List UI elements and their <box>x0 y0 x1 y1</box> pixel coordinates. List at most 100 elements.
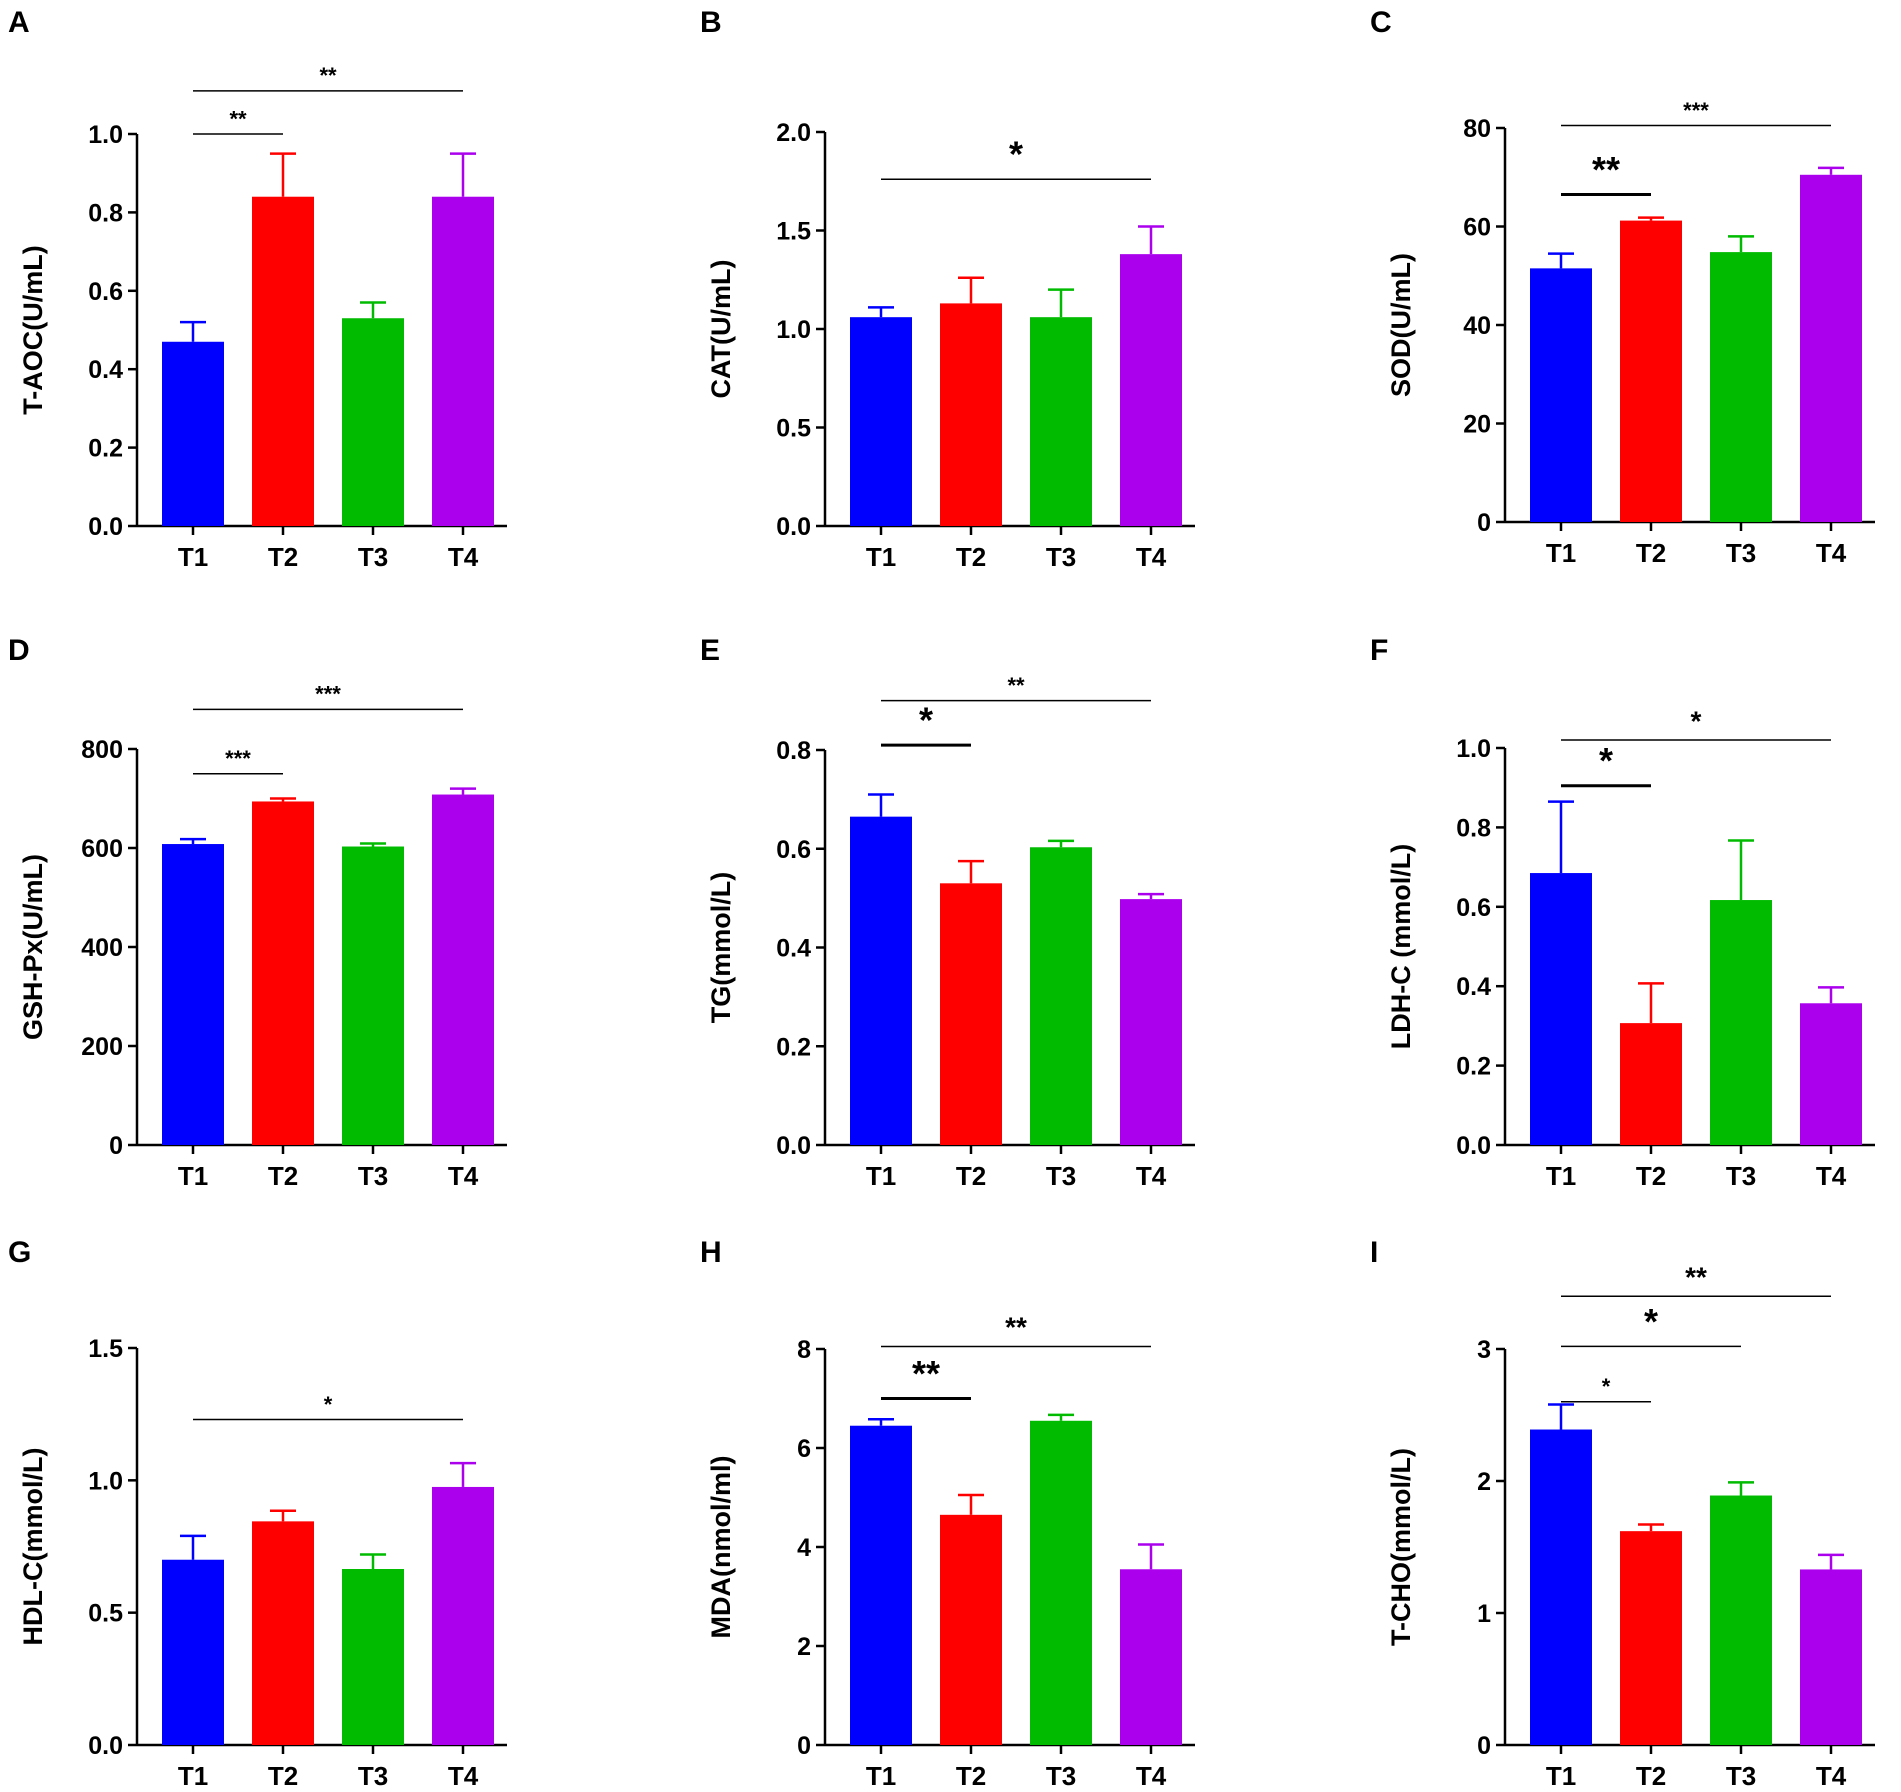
panel-g: G 0.0 0.5 1.0 1.5 HDL-C(mmol/L) T1 T2 T3 T4 * <box>8 1236 507 1791</box>
x-tick-label: T1 <box>1546 1161 1576 1191</box>
panel-letter: F <box>1370 634 1388 667</box>
bar-t4 <box>432 1486 494 1745</box>
bar-t1 <box>162 1559 224 1745</box>
y-tick-label: 1.5 <box>776 218 811 246</box>
bar-t1 <box>850 1425 912 1745</box>
x-tick-label: T2 <box>268 542 298 572</box>
x-tick-label: T4 <box>448 1761 479 1791</box>
bar-t2 <box>940 883 1002 1145</box>
significance-label: ** <box>912 1353 940 1394</box>
bar-t2 <box>252 801 314 1145</box>
bar-t3 <box>342 318 404 526</box>
x-tick-label: T3 <box>358 1761 388 1791</box>
y-tick-label: 1.5 <box>88 1335 123 1363</box>
bar-t4 <box>1800 1569 1862 1745</box>
panel-e: E0.00.20.40.60.8TG(mmol/L)T1 T2 T3 T4*** <box>700 634 1195 1191</box>
y-axis-title: SOD(U/mL) <box>1386 253 1416 397</box>
y-tick-label: 40 <box>1463 312 1491 340</box>
bar-t2 <box>940 303 1002 526</box>
y-tick-label: 80 <box>1463 115 1491 143</box>
bar-t3 <box>1710 900 1772 1145</box>
significance-label: ** <box>1005 1312 1027 1343</box>
y-tick-label: 0.6 <box>88 278 123 306</box>
significance-label: *** <box>225 746 251 771</box>
bar-t1 <box>162 844 224 1145</box>
panel-letter: C <box>1370 6 1392 39</box>
x-tick-label: T1 <box>1546 1761 1576 1791</box>
x-tick-label: T3 <box>358 542 388 572</box>
significance-label: * <box>1599 740 1613 781</box>
bar-t4 <box>1120 1569 1182 1745</box>
y-axis-title: T-AOC(U/mL) <box>18 245 48 414</box>
x-tick-label: T4 <box>1816 538 1847 568</box>
y-tick-label: 0.4 <box>776 935 811 963</box>
y-tick-label: 0 <box>797 1732 811 1760</box>
y-axis-title: T-CHO(mmol/L) <box>1386 1448 1416 1646</box>
bar-t3 <box>1710 252 1772 523</box>
x-tick-label: T1 <box>866 1761 896 1791</box>
bar-t1 <box>1530 873 1592 1145</box>
significance-label: * <box>1691 705 1702 736</box>
y-tick-label: 4 <box>797 1534 811 1562</box>
y-tick-label: 0.2 <box>88 435 123 463</box>
x-tick-label: T2 <box>1636 1761 1666 1791</box>
x-tick-label: T1 <box>178 1161 208 1191</box>
y-axis-title: TG(mmol/L) <box>706 872 736 1023</box>
panel-letter: G <box>8 1236 31 1269</box>
panel-d: D 0 200 400 600 800 GSH-Px(U/mL) T1 T2 T3 T4 *** *** <box>8 634 507 1191</box>
y-tick-label: 0.4 <box>88 356 123 384</box>
panel-letter: H <box>700 1236 722 1269</box>
panel-letter: D <box>8 634 30 667</box>
x-tick-label: T4 <box>1816 1161 1847 1191</box>
bar-t1 <box>850 816 912 1145</box>
significance-label: * <box>1644 1301 1658 1342</box>
y-tick-label: 0.0 <box>1456 1132 1491 1160</box>
x-tick-label: T2 <box>268 1761 298 1791</box>
bar-t4 <box>1120 899 1182 1145</box>
x-tick-label: T3 <box>1726 1761 1756 1791</box>
significance-label: ** <box>319 63 337 88</box>
x-tick-label: T1 <box>178 1761 208 1791</box>
y-tick-label: 1.0 <box>776 316 811 344</box>
bar-t4 <box>1800 1003 1862 1145</box>
x-tick-label: T2 <box>956 542 986 572</box>
y-axis-title: LDH-C (mmol/L) <box>1386 844 1416 1049</box>
significance-label: *** <box>315 682 341 707</box>
significance-label: * <box>1602 1374 1611 1399</box>
x-tick-label: T2 <box>1636 538 1666 568</box>
y-tick-label: 800 <box>81 736 123 764</box>
x-tick-label: T1 <box>178 542 208 572</box>
y-tick-label: 0.5 <box>88 1600 123 1628</box>
y-tick-label: 0.8 <box>1456 814 1491 842</box>
y-tick-label: 60 <box>1463 214 1491 242</box>
y-tick-label: 1.0 <box>1456 735 1491 763</box>
y-tick-label: 0.6 <box>1456 894 1491 922</box>
significance-label: ** <box>1592 149 1620 190</box>
x-tick-label: T2 <box>268 1161 298 1191</box>
y-tick-label: 1.0 <box>88 121 123 149</box>
y-tick-label: 0.0 <box>776 1132 811 1160</box>
y-tick-label: 600 <box>81 835 123 863</box>
x-tick-label: T3 <box>1726 1161 1756 1191</box>
bar-t3 <box>342 1568 404 1745</box>
y-tick-label: 0.8 <box>88 199 123 227</box>
x-tick-label: T4 <box>448 1161 479 1191</box>
bar-t4 <box>1800 174 1862 522</box>
y-tick-label: 0.5 <box>776 415 811 443</box>
x-tick-label: T3 <box>1046 542 1076 572</box>
x-tick-label: T3 <box>1046 1761 1076 1791</box>
y-tick-label: 2.0 <box>776 119 811 147</box>
significance-label: ** <box>1007 673 1025 698</box>
x-tick-label: T2 <box>956 1161 986 1191</box>
significance-label: * <box>919 699 933 740</box>
panel-a: A 0.0 0.2 0.4 0.6 0.8 1.0 T-AOC(U/mL) T1 T2 T3 T4 **… <box>8 6 507 572</box>
x-tick-label: T2 <box>956 1761 986 1791</box>
y-tick-label: 8 <box>797 1336 811 1364</box>
panel-b: B 0.0 0.5 1.0 1.5 2.0 CAT(U/mL) T1 T2 T3 T4 * <box>700 6 1195 572</box>
bar-t3 <box>1030 847 1092 1145</box>
panel-letter: I <box>1370 1236 1378 1269</box>
x-tick-label: T3 <box>358 1161 388 1191</box>
y-axis-title: HDL-C(mmol/L) <box>18 1448 48 1646</box>
